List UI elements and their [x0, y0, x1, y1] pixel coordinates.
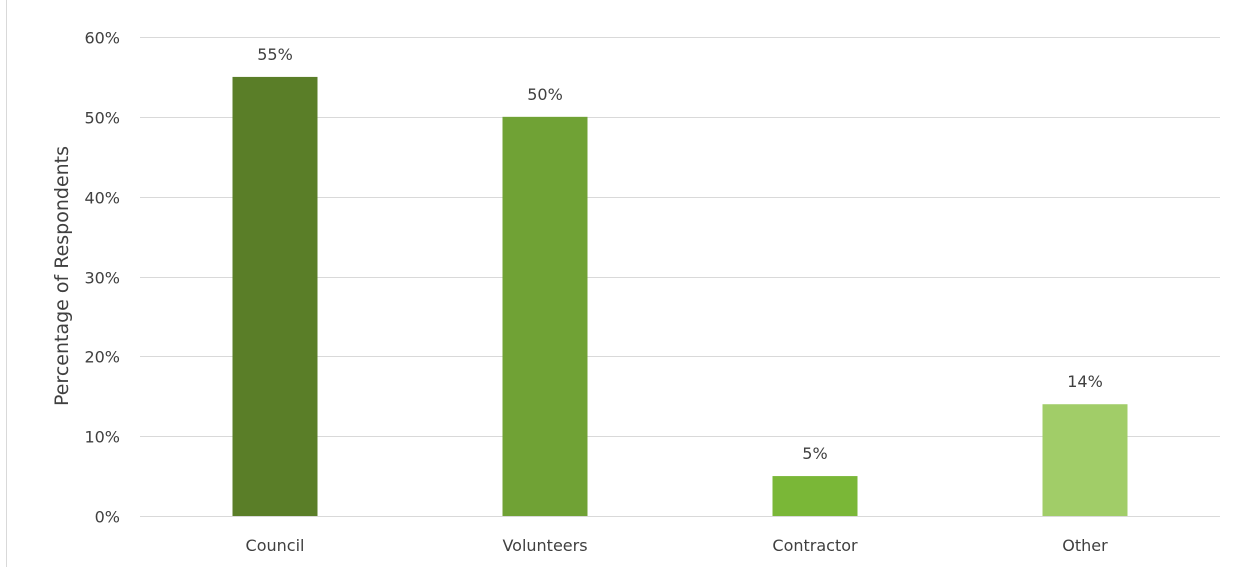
bar-council — [232, 76, 318, 517]
cropped-caption-fragment — [118, 0, 538, 4]
data-label-volunteers: 50% — [527, 85, 563, 104]
bar-volunteers — [502, 116, 588, 516]
y-axis-ticks: 0% 10% 20% 30% 40% 50% 60% — [84, 29, 120, 527]
gridlines — [140, 37, 1220, 517]
data-label-contractor: 5% — [802, 444, 827, 463]
data-label-other: 14% — [1067, 372, 1103, 391]
y-tick-label: 10% — [84, 428, 120, 447]
y-tick-label: 50% — [84, 109, 120, 128]
y-tick-label: 60% — [84, 29, 120, 48]
y-tick-label: 30% — [84, 269, 120, 288]
x-tick-label-volunteers: Volunteers — [502, 536, 587, 555]
x-tick-label-other: Other — [1062, 536, 1108, 555]
y-tick-label: 20% — [84, 348, 120, 367]
y-tick-label: 40% — [84, 189, 120, 208]
data-labels: 55% 50% 5% 14% — [257, 45, 1103, 463]
bar-contractor — [772, 476, 858, 516]
data-label-council: 55% — [257, 45, 293, 64]
bar-other — [1042, 404, 1128, 516]
y-tick-label: 0% — [95, 508, 120, 527]
x-tick-label-contractor: Contractor — [772, 536, 858, 555]
y-axis-title: Percentage of Respondents — [51, 146, 73, 406]
x-tick-label-council: Council — [246, 536, 305, 555]
x-axis-labels: Council Volunteers Contractor Other — [246, 536, 1109, 555]
bars — [232, 76, 1128, 517]
